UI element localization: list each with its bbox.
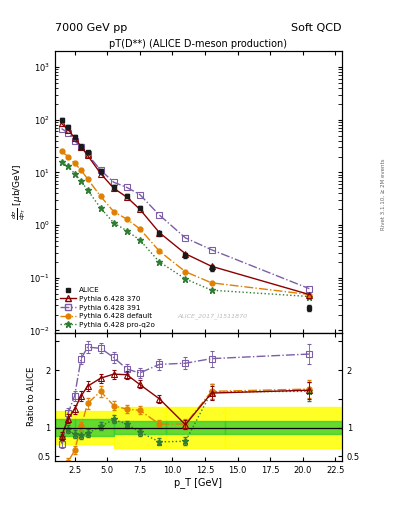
Text: ALICE_2017_I1511870: ALICE_2017_I1511870 [178,313,248,318]
X-axis label: p_T [GeV]: p_T [GeV] [174,477,222,488]
Title: pT(D**) (ALICE D-meson production): pT(D**) (ALICE D-meson production) [110,39,287,49]
Legend: ALICE, Pythia 6.428 370, Pythia 6.428 391, Pythia 6.428 default, Pythia 6.428 pr: ALICE, Pythia 6.428 370, Pythia 6.428 39… [59,286,156,329]
Text: Rivet 3.1.10, ≥ 2M events: Rivet 3.1.10, ≥ 2M events [381,159,386,230]
Y-axis label: $\frac{d\sigma}{dp_T}$ [$\mu$b/GeV]: $\frac{d\sigma}{dp_T}$ [$\mu$b/GeV] [11,164,28,220]
Text: Soft QCD: Soft QCD [292,23,342,33]
Y-axis label: Ratio to ALICE: Ratio to ALICE [27,367,36,426]
Text: 7000 GeV pp: 7000 GeV pp [55,23,127,33]
